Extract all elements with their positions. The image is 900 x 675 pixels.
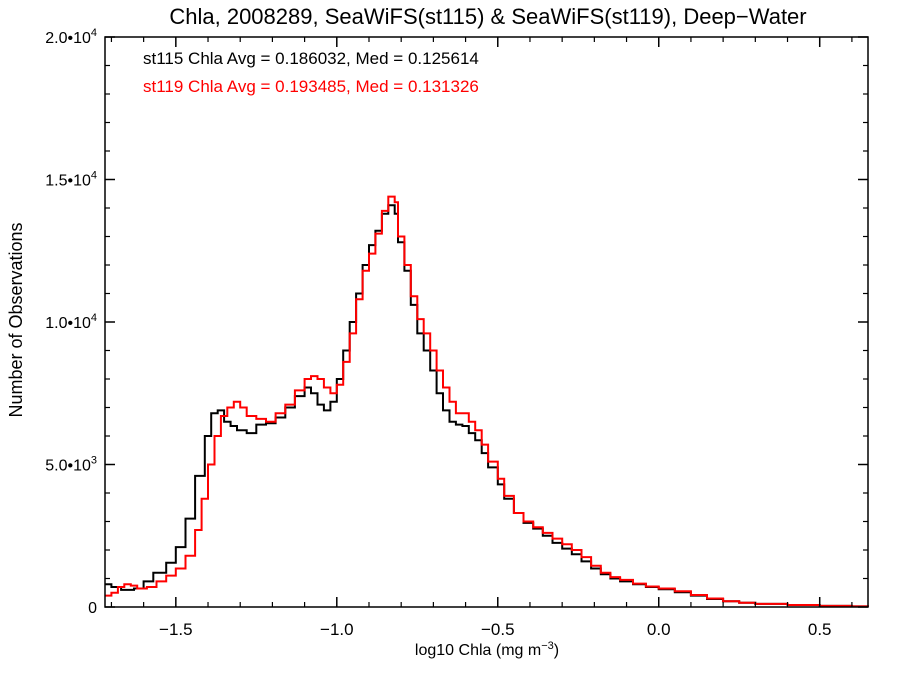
legend-entry-2: st119 Chla Avg = 0.193485, Med = 0.13132… <box>143 77 479 96</box>
x-tick-label: 0.5 <box>808 620 832 639</box>
y-tick-label: 5.0•103 <box>45 455 97 475</box>
x-tick-label: −1.0 <box>320 620 354 639</box>
x-tick-label: −0.5 <box>481 620 515 639</box>
y-tick-label: 1.5•104 <box>45 170 97 190</box>
x-tick-label: 0.0 <box>647 620 671 639</box>
y-tick-label: 2.0•104 <box>45 27 97 47</box>
chart-title: Chla, 2008289, SeaWiFS(st115) & SeaWiFS(… <box>169 4 806 29</box>
x-tick-label: −1.5 <box>159 620 193 639</box>
y-tick-label: 1.0•104 <box>45 312 97 332</box>
plot-frame <box>104 36 869 608</box>
y-axis-label: Number of Observations <box>6 222 26 417</box>
legend-entry-1: st115 Chla Avg = 0.186032, Med = 0.12561… <box>143 49 479 68</box>
y-tick-label: 0 <box>88 600 97 617</box>
x-axis-label: log10 Chla (mg m−3) <box>415 640 559 659</box>
series-line-st115 <box>105 204 869 608</box>
series-line-st119 <box>105 195 869 608</box>
